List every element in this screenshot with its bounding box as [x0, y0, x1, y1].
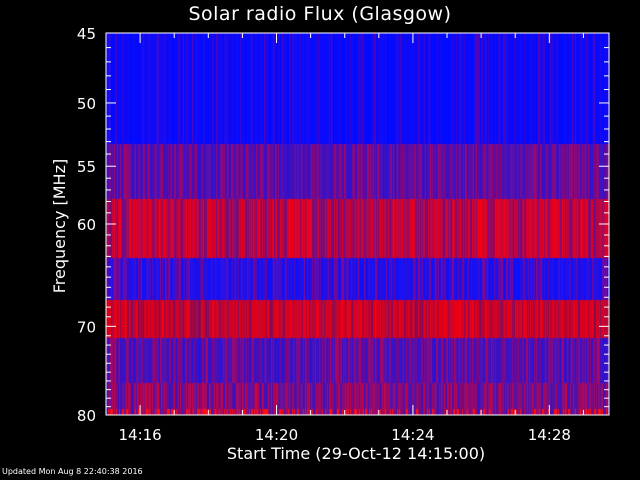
x-tick-label: 14:24 — [391, 426, 434, 444]
updated-timestamp: Updated Mon Aug 8 22:40:38 2016 — [2, 467, 143, 476]
y-tick-label: 60 — [77, 216, 96, 234]
y-tick-label: 45 — [77, 25, 96, 43]
y-axis-label: Frequency [MHz] — [50, 158, 69, 294]
chart-title: Solar radio Flux (Glasgow) — [188, 3, 452, 25]
y-tick-label: 80 — [77, 407, 96, 425]
y-tick-label: 55 — [77, 158, 96, 176]
x-axis-label: Start Time (29-Oct-12 14:15:00) — [226, 444, 486, 463]
plot-frame — [105, 32, 610, 416]
x-tick-label: 14:20 — [255, 426, 298, 444]
y-tick-label: 50 — [77, 95, 96, 113]
y-tick-label: 70 — [77, 318, 96, 336]
x-tick-label: 14:16 — [118, 426, 161, 444]
x-tick-label: 14:28 — [528, 426, 571, 444]
